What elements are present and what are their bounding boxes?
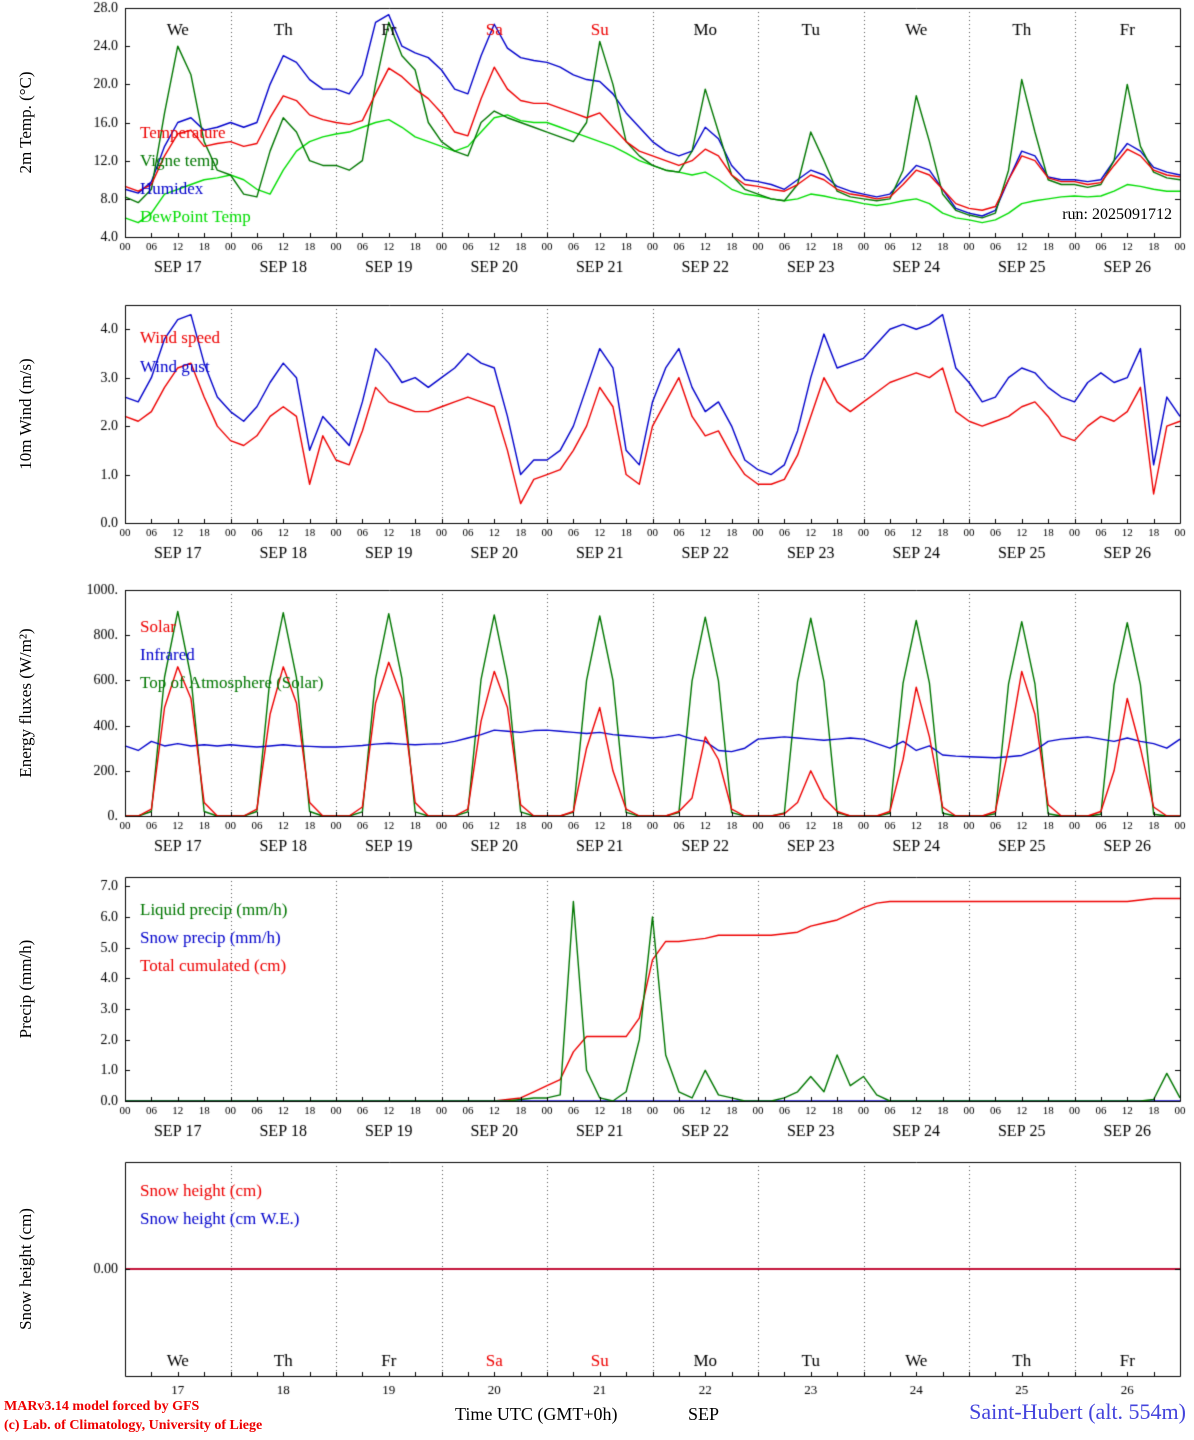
- y-axis-title-temperature: 2m Temp. (°C): [16, 71, 35, 174]
- credit-model-line: MARv3.14 model forced by GFS: [4, 1399, 200, 1414]
- y-axis-title-energy: Energy fluxes (W/m²): [16, 628, 35, 778]
- run-timestamp-label: run: 2025091712: [1062, 206, 1172, 223]
- y-axis-title-snow: Snow height (cm): [16, 1208, 35, 1330]
- y-axis-title-precip: Precip (mm/h): [16, 939, 35, 1039]
- station-label: Saint-Hubert (alt. 554m): [969, 1399, 1186, 1424]
- month-label: SEP: [688, 1404, 720, 1424]
- y-axis-title-wind: 10m Wind (m/s): [16, 358, 35, 470]
- credit-lab-line: (c) Lab. of Climatology, University of L…: [4, 1418, 263, 1433]
- time-axis-label: Time UTC (GMT+0h): [455, 1404, 618, 1424]
